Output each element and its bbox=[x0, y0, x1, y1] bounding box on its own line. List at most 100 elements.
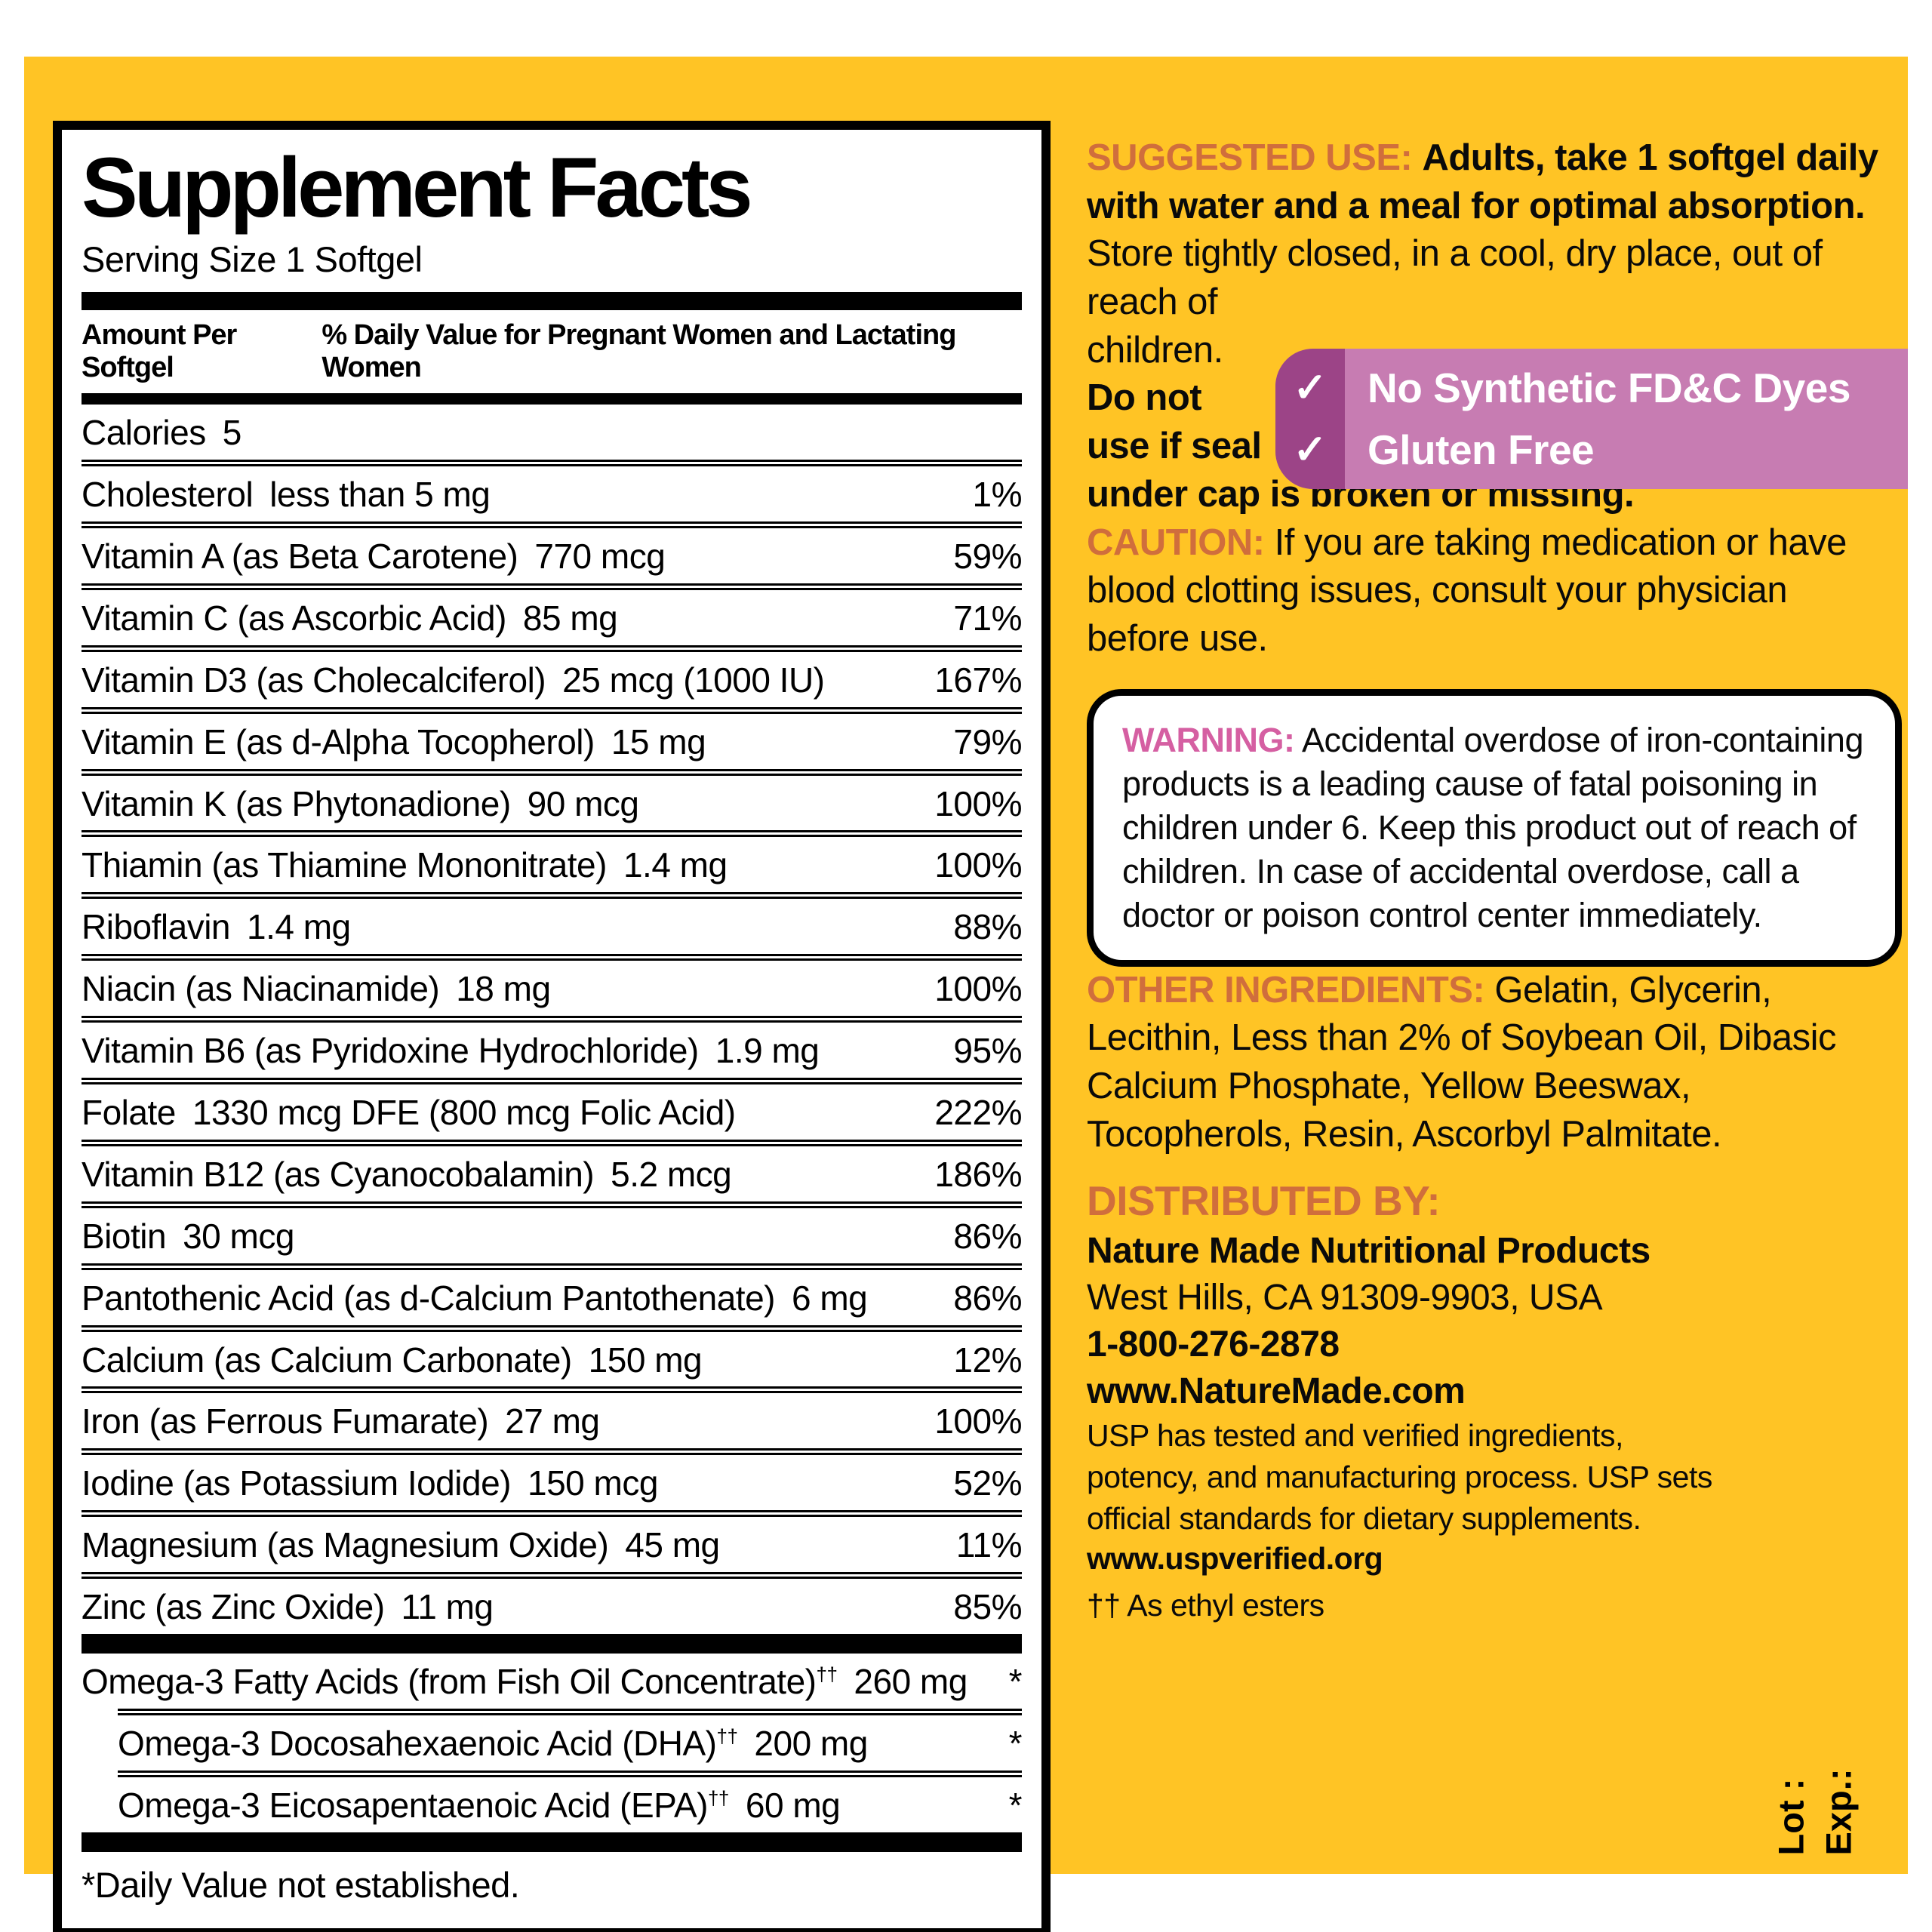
nutrient-amount: 18 mg bbox=[456, 969, 551, 1009]
nutrient: Vitamin C (as Ascorbic Acid) 85 mg bbox=[82, 598, 618, 638]
nutrient-daily-value: 85% bbox=[953, 1587, 1022, 1627]
nutrient-amount: 60 mg bbox=[745, 1785, 841, 1825]
nutrient-daily-value: * bbox=[1008, 1785, 1023, 1825]
nutrient-amount: 85 mg bbox=[522, 598, 618, 638]
table-row: Thiamin (as Thiamine Mononitrate) 1.4 mg … bbox=[82, 837, 1022, 900]
nutrient-daily-value: 59% bbox=[953, 537, 1022, 577]
nutrient-amount: 25 mcg (1000 IU) bbox=[562, 660, 825, 700]
panel-title: Supplement Facts bbox=[82, 140, 753, 235]
table-row: Vitamin A (as Beta Carotene) 770 mcg 59% bbox=[82, 528, 1022, 590]
checkmark-icon: ✓ bbox=[1293, 365, 1327, 411]
wrap-line: Do not bbox=[1087, 377, 1202, 419]
nutrient-amount: 15 mg bbox=[611, 721, 706, 761]
nutrient-amount: 5 bbox=[222, 413, 242, 453]
table-row: Iodine (as Potassium Iodide) 150 mcg 52% bbox=[82, 1455, 1022, 1518]
nutrient-name: Vitamin B12 (as Cyanocobalamin) bbox=[82, 1154, 595, 1194]
exp-label: Exp.: bbox=[1819, 1768, 1859, 1856]
nutrient-daily-value: 12% bbox=[953, 1340, 1022, 1380]
nutrient-amount: less than 5 mg bbox=[269, 475, 491, 515]
header-amount-per-softgel: Amount Per Softgel bbox=[82, 319, 237, 384]
claim-gluten-free: Gluten Free bbox=[1367, 426, 1595, 473]
table-row-omega: Omega-3 Fatty Acids (from Fish Oil Conce… bbox=[82, 1654, 1023, 1709]
table-row: Folate 1330 mcg DFE (800 mcg Folic Acid) … bbox=[82, 1084, 1022, 1146]
usp-website-url: www.uspverified.org bbox=[1087, 1541, 1383, 1577]
nutrient: Folate 1330 mcg DFE (800 mcg Folic Acid) bbox=[82, 1093, 736, 1133]
nutrient: Zinc (as Zinc Oxide) 11 mg bbox=[82, 1587, 494, 1627]
caution-text: If you are taking medication or have blo… bbox=[1087, 521, 1847, 659]
nutrient: Vitamin A (as Beta Carotene) 770 mcg bbox=[82, 537, 666, 577]
wrap-line: children. bbox=[1087, 329, 1223, 371]
table-row: Calories 5 bbox=[82, 405, 1022, 467]
nutrient-amount: 45 mg bbox=[625, 1525, 720, 1565]
nutrient-daily-value: 222% bbox=[934, 1093, 1022, 1133]
nutrient-name: Cholesterol bbox=[82, 475, 254, 515]
footnote-marker: †† bbox=[707, 1786, 729, 1810]
nutrient-amount: 90 mcg bbox=[527, 783, 639, 823]
nutrient-daily-value: 86% bbox=[953, 1278, 1022, 1318]
badge-check-column: ✓ ✓ bbox=[1275, 349, 1345, 489]
nutrient-daily-value: 186% bbox=[934, 1154, 1022, 1194]
table-row-omega-sub: Omega-3 Eicosapentaenoic Acid (EPA)†† 60 … bbox=[118, 1770, 1023, 1832]
nutrient: Vitamin B12 (as Cyanocobalamin) 5.2 mcg bbox=[82, 1154, 732, 1195]
nutrient-name: Vitamin B6 (as Pyridoxine Hydrochloride) bbox=[82, 1031, 699, 1071]
distributed-by-label: DISTRIBUTED BY: bbox=[1087, 1177, 1441, 1224]
nutrient-amount: 1.4 mg bbox=[623, 845, 728, 885]
other-ingredients-text: Gelatin, Glycerin, Lecithin, Less than 2… bbox=[1087, 969, 1836, 1155]
nutrient-name: Vitamin K (as Phytonadione) bbox=[82, 783, 511, 823]
nutrient-amount: 5.2 mcg bbox=[611, 1154, 732, 1194]
wrap-line: reach of bbox=[1087, 281, 1218, 323]
table-row: Zinc (as Zinc Oxide) 11 mg 85% bbox=[82, 1579, 1022, 1634]
nutrient: Vitamin B6 (as Pyridoxine Hydrochloride)… bbox=[82, 1031, 820, 1071]
nutrient-daily-value: 71% bbox=[953, 598, 1022, 638]
checkmark-icon: ✓ bbox=[1293, 427, 1327, 472]
nutrient-amount: 1.4 mg bbox=[247, 907, 351, 947]
nutrient: Iodine (as Potassium Iodide) 150 mcg bbox=[82, 1463, 658, 1503]
nutrient-name: Calories bbox=[82, 413, 206, 453]
nutrient-daily-value: 100% bbox=[934, 969, 1022, 1009]
company-name: Nature Made Nutritional Products bbox=[1087, 1231, 1651, 1272]
table-row: Vitamin B12 (as Cyanocobalamin) 5.2 mcg 1… bbox=[82, 1146, 1022, 1208]
nutrient-amount: 200 mg bbox=[754, 1723, 868, 1763]
nutrient-name: Folate bbox=[82, 1093, 176, 1133]
suggested-use-label: SUGGESTED USE: bbox=[1087, 137, 1413, 178]
nutrient: Vitamin E (as d-Alpha Tocopherol) 15 mg bbox=[82, 722, 706, 762]
nutrient: Iron (as Ferrous Fumarate) 27 mg bbox=[82, 1401, 600, 1441]
nutrient-name: Omega-3 Docosahexaenoic Acid (DHA) bbox=[118, 1723, 717, 1763]
nutrient-name: Thiamin (as Thiamine Mononitrate) bbox=[82, 845, 607, 885]
serving-size: Serving Size 1 Softgel bbox=[82, 239, 423, 280]
footnote-marker: †† bbox=[816, 1663, 838, 1686]
nutrient-name: Vitamin E (as d-Alpha Tocopherol) bbox=[82, 721, 595, 761]
nutrient-daily-value: 100% bbox=[934, 845, 1022, 885]
label-background: Supplement Facts Serving Size 1 Softgel … bbox=[24, 57, 1908, 1932]
nutrient-amount: 11 mg bbox=[401, 1587, 494, 1627]
claims-badge: ✓ ✓ No Synthetic FD&C Dyes Gluten Free bbox=[1275, 349, 1908, 489]
nutrient: Omega-3 Eicosapentaenoic Acid (EPA)†† 60 … bbox=[118, 1785, 841, 1826]
warning-text: Accidental overdose of iron-containing p… bbox=[1122, 720, 1863, 934]
caution-paragraph: CAUTION: If you are taking medication or… bbox=[1087, 519, 1894, 663]
nutrient: Cholesterol less than 5 mg bbox=[82, 475, 491, 515]
nutrient: Vitamin K (as Phytonadione) 90 mcg bbox=[82, 784, 639, 824]
table-row: Vitamin E (as d-Alpha Tocopherol) 15 mg 7… bbox=[82, 714, 1022, 776]
warning-label: WARNING: bbox=[1122, 720, 1295, 759]
right-info-column: SUGGESTED USE: Adults, take 1 softgel da… bbox=[1087, 134, 1902, 1626]
nutrient-name: Magnesium (as Magnesium Oxide) bbox=[82, 1525, 609, 1565]
nutrient: Pantothenic Acid (as d-Calcium Pantothen… bbox=[82, 1278, 868, 1318]
table-row: Niacin (as Niacinamide) 18 mg 100% bbox=[82, 961, 1022, 1023]
nutrient-daily-value: 95% bbox=[953, 1031, 1022, 1071]
nutrient-daily-value: 86% bbox=[953, 1216, 1022, 1256]
divider-thick-bar bbox=[82, 1832, 1022, 1852]
table-row: Vitamin B6 (as Pyridoxine Hydrochloride)… bbox=[82, 1023, 1022, 1085]
badge-wrap-lines: reach of children. Do not use if seal bbox=[1087, 278, 1275, 471]
wrap-line: use if seal bbox=[1087, 426, 1262, 467]
footnote-marker: †† bbox=[716, 1724, 738, 1748]
nutrient-name: Biotin bbox=[82, 1216, 167, 1256]
table-row: Calcium (as Calcium Carbonate) 150 mg 12% bbox=[82, 1332, 1022, 1394]
table-row: Vitamin C (as Ascorbic Acid) 85 mg 71% bbox=[82, 590, 1022, 652]
table-row: Magnesium (as Magnesium Oxide) 45 mg 11% bbox=[82, 1517, 1023, 1580]
nutrient-daily-value: 88% bbox=[953, 907, 1022, 947]
nutrient-daily-value: * bbox=[1008, 1723, 1023, 1763]
nutrient-amount: 27 mg bbox=[505, 1401, 600, 1441]
nutrient-amount: 770 mcg bbox=[534, 537, 666, 577]
nutrient-name: Riboflavin bbox=[82, 907, 231, 947]
